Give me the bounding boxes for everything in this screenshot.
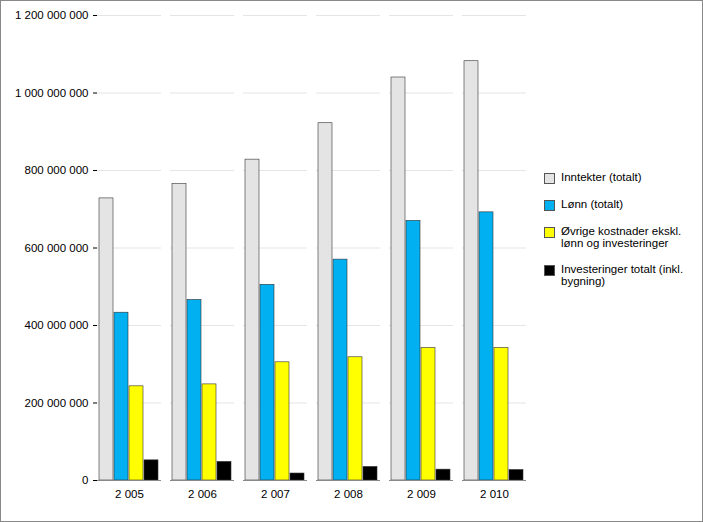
svg-text:600 000 000: 600 000 000 [25,242,89,254]
svg-text:400 000 000: 400 000 000 [25,319,89,331]
svg-text:200 000 000: 200 000 000 [25,397,89,409]
html-text:Lønn (totalt): Lønn (totalt) [561,198,623,210]
svg-text:1 000 000 000: 1 000 000 000 [15,87,89,99]
svg-text:800 000 000: 800 000 000 [25,164,89,176]
svg-text:2 008: 2 008 [334,488,363,500]
html-text:Inntekter (totalt): Inntekter (totalt) [561,171,642,183]
svg-text:2 006: 2 006 [188,488,217,500]
svg-text:1 200 000 000: 1 200 000 000 [15,9,89,21]
html-text:Investeringer totalt (inkl. by: Investeringer totalt (inkl. bygning) [561,263,684,287]
html-text:Øvrige kostnader ekskl. lønn o: Øvrige kostnader ekskl. lønn og invester… [561,225,682,249]
svg-text:2 010: 2 010 [480,488,509,500]
svg-text:0: 0 [82,474,88,486]
svg-text:2 009: 2 009 [407,488,436,500]
svg-text:2 007: 2 007 [261,488,290,500]
svg-text:2 005: 2 005 [115,488,144,500]
